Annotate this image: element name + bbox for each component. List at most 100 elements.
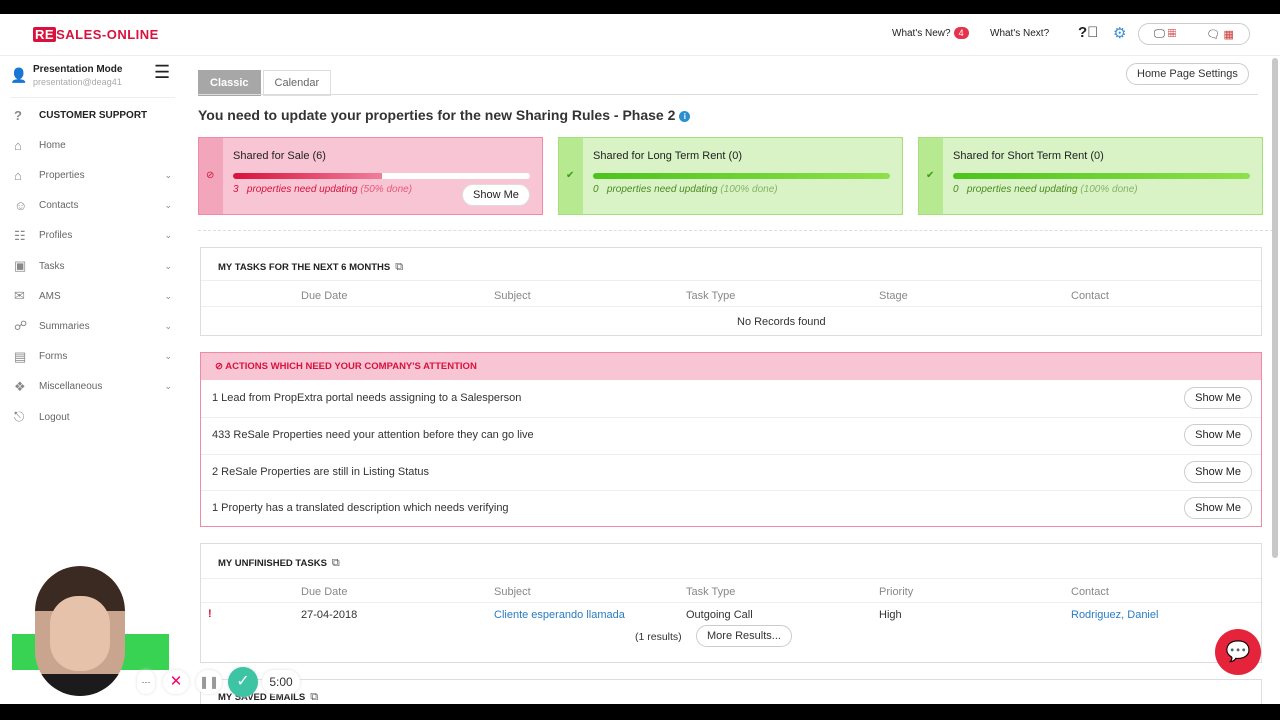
- chevron-down-icon: ⌄: [164, 320, 172, 331]
- sidebar-icon: ❖: [14, 378, 26, 394]
- info-icon[interactable]: i: [679, 110, 691, 122]
- show-me-button[interactable]: Show Me: [1184, 460, 1252, 483]
- scrollbar[interactable]: [1272, 58, 1278, 558]
- sidebar-icon: ⎋: [14, 409, 25, 424]
- unfinished-tasks-panel: MY UNFINISHED TASKS ⧉ Due Date Subject Ta…: [200, 543, 1262, 663]
- column-header[interactable]: Contact: [1071, 290, 1109, 302]
- sidebar-item-label: Properties: [39, 169, 85, 181]
- logo[interactable]: RE SALES-ONLINE: [33, 27, 159, 42]
- pause-icon[interactable]: ❚❚: [196, 670, 222, 694]
- sidebar-item-profiles[interactable]: ☷ Profiles ⌄: [14, 221, 172, 251]
- whats-next-link[interactable]: What's Next?: [990, 28, 1050, 39]
- due-date: 27-04-2018: [301, 609, 358, 621]
- ban-icon: ⊘: [206, 170, 215, 181]
- priority: High: [879, 609, 902, 621]
- task-type: Outgoing Call: [686, 609, 753, 621]
- card-message: 0 properties need updating (100% done): [593, 184, 778, 195]
- sidebar-item-logout[interactable]: ⎋ Logout: [14, 402, 172, 432]
- home-page-settings-button[interactable]: Home Page Settings: [1126, 63, 1249, 85]
- chevron-down-icon: ⌄: [164, 351, 172, 362]
- hamburger-menu-icon[interactable]: ☰: [154, 62, 171, 82]
- sidebar-item-tasks[interactable]: ▣ Tasks ⌄: [14, 251, 172, 281]
- whats-new-link[interactable]: What's New? 4: [892, 27, 969, 39]
- subject-link[interactable]: Cliente esperando llamada: [494, 609, 625, 621]
- card-title: Shared for Sale (6): [233, 150, 326, 162]
- sidebar-item-miscellaneous[interactable]: ❖ Miscellaneous ⌄: [14, 372, 172, 402]
- column-header[interactable]: Task Type: [686, 290, 736, 302]
- gear-icon[interactable]: ⚙: [1113, 25, 1127, 42]
- results-count: (1 results): [635, 631, 682, 643]
- top-bar: RE SALES-ONLINE What's New? 4 What's Next?…: [0, 14, 1280, 56]
- status-strip: ⊘: [199, 138, 223, 214]
- sidebar-item-label: Forms: [39, 351, 68, 363]
- column-header[interactable]: Stage: [879, 290, 908, 302]
- unfinished-title: MY UNFINISHED TASKS ⧉: [218, 557, 340, 570]
- app: RE SALES-ONLINE What's New? 4 What's Next?…: [0, 14, 1280, 704]
- chat-icon[interactable]: 🗨 ▦: [1206, 28, 1234, 41]
- chevron-down-icon: ⌄: [164, 290, 172, 301]
- show-me-button[interactable]: Show Me: [1184, 496, 1252, 519]
- sidebar-item-summaries[interactable]: ☍ Summaries ⌄: [14, 311, 172, 341]
- view-tabs: Classic Calendar: [198, 70, 333, 96]
- sidebar-icon: ?: [14, 107, 22, 123]
- actions-title: ACTIONS WHICH NEED YOUR COMPANY'S ATTENT…: [225, 361, 477, 372]
- sharing-card: ⊘ Shared for Sale (6) 3 properties need …: [198, 137, 543, 215]
- sidebar-icon: ⌂: [14, 137, 22, 153]
- column-header[interactable]: Due Date: [301, 290, 348, 302]
- close-recording-icon[interactable]: ✕: [163, 670, 189, 694]
- show-me-button[interactable]: Show Me: [1184, 424, 1252, 447]
- sidebar-item-label: Profiles: [39, 230, 73, 242]
- column-header[interactable]: Subject: [494, 290, 531, 302]
- check-icon: ✔: [566, 170, 575, 181]
- chat-support-button[interactable]: 💬: [1215, 629, 1261, 675]
- sidebar-icon: ☷: [14, 227, 26, 243]
- language-switcher[interactable]: 🖵 ▦ 🗨 ▦: [1138, 23, 1250, 45]
- sidebar-item-ams[interactable]: ✉ AMS ⌄: [14, 281, 172, 311]
- more-icon[interactable]: ···: [137, 670, 155, 694]
- column-header[interactable]: Task Type: [686, 586, 736, 598]
- sidebar-item-label: AMS: [39, 290, 61, 302]
- external-link-icon[interactable]: ⧉: [310, 691, 319, 703]
- tasks-panel: MY TASKS FOR THE NEXT 6 MONTHS ⧉ Due Date…: [200, 247, 1262, 336]
- more-results-button[interactable]: More Results...: [696, 625, 792, 647]
- sidebar-icon: ☺: [14, 198, 28, 214]
- sidebar-item-customer-support[interactable]: ? CUSTOMER SUPPORT: [14, 100, 172, 130]
- contact-link[interactable]: Rodriguez, Daniel: [1071, 609, 1159, 621]
- column-header[interactable]: Subject: [494, 586, 531, 598]
- sidebar-icon: ☍: [14, 318, 28, 334]
- external-link-icon[interactable]: ⧉: [395, 261, 404, 273]
- column-header[interactable]: Due Date: [301, 586, 348, 598]
- card-title: Shared for Long Term Rent (0): [593, 150, 742, 162]
- monitor-icon[interactable]: 🖵 ▦: [1154, 27, 1177, 40]
- sidebar-item-home[interactable]: ⌂ Home: [14, 130, 172, 160]
- chevron-down-icon: ⌄: [164, 381, 172, 392]
- progress-bar: [593, 173, 890, 179]
- column-header[interactable]: Contact: [1071, 586, 1109, 598]
- whats-new-label: What's New?: [892, 28, 951, 39]
- status-strip: ✔: [559, 138, 583, 214]
- show-me-button[interactable]: Show Me: [1184, 387, 1252, 409]
- sidebar-item-label: Summaries: [39, 320, 90, 332]
- sharing-card: ✔ Shared for Long Term Rent (0) 0 proper…: [558, 137, 903, 215]
- sidebar-item-contacts[interactable]: ☺ Contacts ⌄: [14, 191, 172, 221]
- actions-header: ⊘ ACTIONS WHICH NEED YOUR COMPANY'S ATTE…: [201, 353, 1261, 380]
- sidebar-item-label: Tasks: [39, 260, 65, 272]
- tab-classic[interactable]: Classic: [198, 70, 261, 96]
- sidebar-item-properties[interactable]: ⌂ Properties ⌄: [14, 160, 172, 190]
- column-header[interactable]: Priority: [879, 586, 914, 598]
- show-me-button[interactable]: Show Me: [462, 184, 530, 206]
- external-link-icon[interactable]: ⧉: [331, 557, 340, 569]
- sidebar-item-label: Home: [39, 139, 66, 151]
- sidebar-item-forms[interactable]: ▤ Forms ⌄: [14, 342, 172, 372]
- saved-emails-title-text: MY SAVED EMAILS: [218, 692, 306, 703]
- help-icon[interactable]: ?⃝: [1078, 24, 1099, 41]
- priority-flag-icon: !: [208, 608, 212, 620]
- divider: [198, 230, 1278, 231]
- saved-emails-title: MY SAVED EMAILS ⧉: [218, 691, 318, 704]
- user-info: 👤 Presentation Mode presentation@deag41 …: [10, 62, 175, 98]
- tab-calendar[interactable]: Calendar: [262, 70, 332, 96]
- user-name: Presentation Mode: [33, 64, 123, 75]
- check-done-icon[interactable]: ✓: [228, 667, 258, 697]
- card-title: Shared for Short Term Rent (0): [953, 150, 1104, 162]
- chevron-down-icon: ⌄: [164, 230, 172, 241]
